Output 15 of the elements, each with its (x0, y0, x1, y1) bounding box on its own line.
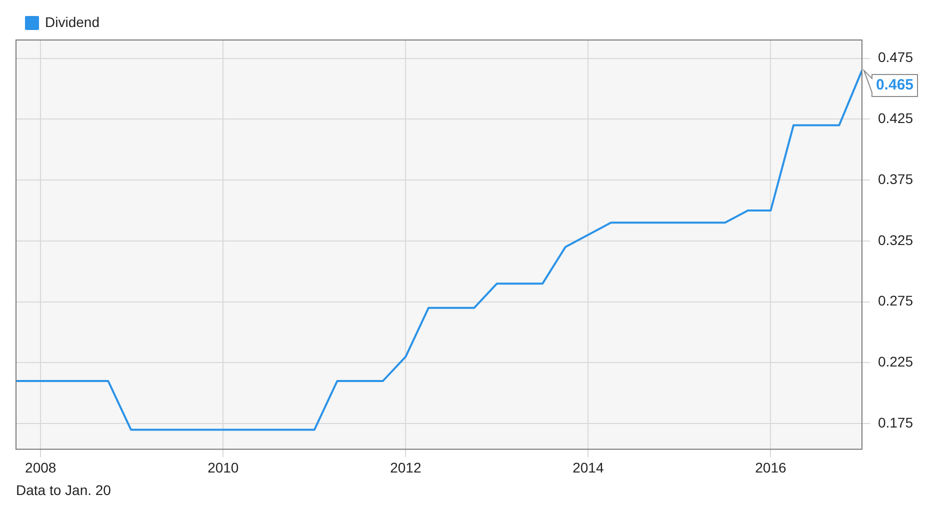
x-tick-label: 2016 (755, 459, 786, 476)
y-tick-label: 0.325 (878, 232, 914, 248)
y-tick-label: 0.175 (878, 414, 914, 430)
data-label: 0.465 (876, 76, 914, 94)
x-tick-label: 2014 (572, 459, 604, 476)
y-tick-label: 0.225 (878, 354, 914, 370)
y-tick-label: 0.375 (878, 170, 914, 187)
x-tick-label: 2010 (208, 459, 239, 476)
y-tick-label: 0.475 (878, 49, 914, 66)
y-tick-label: 0.425 (878, 110, 914, 126)
text: Data to Jan. 20 (16, 482, 111, 498)
x-tick-label: 2012 (390, 459, 422, 476)
x-tick-label: 2008 (25, 459, 56, 476)
y-tick-label: 0.275 (878, 292, 914, 309)
legend-label: Dividend (45, 14, 100, 30)
